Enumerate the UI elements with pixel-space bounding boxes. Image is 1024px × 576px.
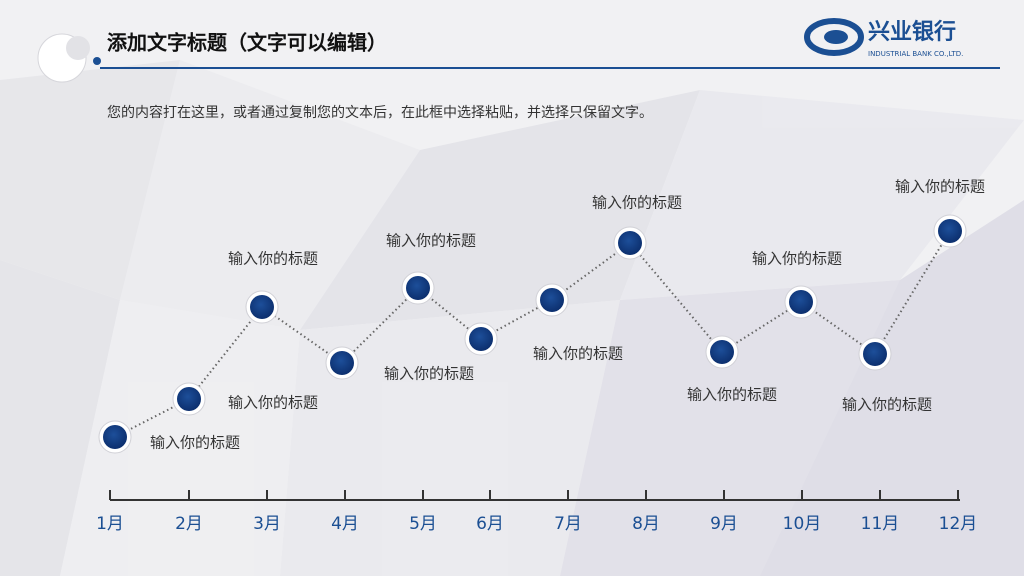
node-dot bbox=[710, 340, 734, 364]
month-label: 6月 bbox=[476, 514, 504, 534]
node-label: 输入你的标题 bbox=[842, 396, 932, 414]
background-polygons bbox=[0, 60, 1024, 576]
node-dot bbox=[863, 342, 887, 366]
logo-name: 兴业银行 bbox=[868, 19, 956, 45]
node-label: 输入你的标题 bbox=[384, 365, 474, 383]
node-dot bbox=[789, 290, 813, 314]
node-label: 输入你的标题 bbox=[687, 386, 777, 404]
month-label: 2月 bbox=[175, 514, 203, 534]
header-decoration bbox=[37, 33, 101, 83]
slide-title: 添加文字标题（文字可以编辑） bbox=[107, 31, 387, 55]
month-label: 9月 bbox=[710, 514, 738, 534]
node-dot bbox=[938, 219, 962, 243]
node-dot bbox=[406, 276, 430, 300]
node-dot bbox=[250, 295, 274, 319]
month-label: 10月 bbox=[783, 514, 822, 534]
node-dot bbox=[540, 288, 564, 312]
node-label: 输入你的标题 bbox=[228, 394, 318, 412]
node-dot bbox=[103, 425, 127, 449]
node-label: 输入你的标题 bbox=[592, 194, 682, 212]
logo: 兴业银行 INDUSTRIAL BANK CO.,LTD. bbox=[804, 18, 963, 58]
month-label: 8月 bbox=[632, 514, 660, 534]
month-label: 1月 bbox=[96, 514, 124, 534]
node-dot bbox=[330, 351, 354, 375]
node-label: 输入你的标题 bbox=[533, 345, 623, 363]
month-label: 5月 bbox=[409, 514, 437, 534]
node-label: 输入你的标题 bbox=[150, 434, 240, 452]
month-label: 4月 bbox=[331, 514, 359, 534]
month-label: 11月 bbox=[861, 514, 900, 534]
node-label: 输入你的标题 bbox=[386, 232, 476, 250]
month-label: 7月 bbox=[554, 514, 582, 534]
node-label: 输入你的标题 bbox=[752, 250, 842, 268]
node-label: 输入你的标题 bbox=[895, 178, 985, 196]
month-label: 12月 bbox=[939, 514, 978, 534]
body-text: 您的内容打在这里，或者通过复制您的文本后，在此框中选择粘贴，并选择只保留文字。 bbox=[107, 104, 653, 121]
logo-english: INDUSTRIAL BANK CO.,LTD. bbox=[868, 50, 963, 58]
month-label: 3月 bbox=[253, 514, 281, 534]
node-dot bbox=[618, 231, 642, 255]
node-dot bbox=[469, 327, 493, 351]
timeline: 1月 输入你的标题 2月 输入你的标题 3月 输入你的标题 4月 5月 输入你的标题 6月 输入你的… bbox=[96, 178, 985, 535]
node-dot bbox=[177, 387, 201, 411]
node-label: 输入你的标题 bbox=[228, 250, 318, 268]
